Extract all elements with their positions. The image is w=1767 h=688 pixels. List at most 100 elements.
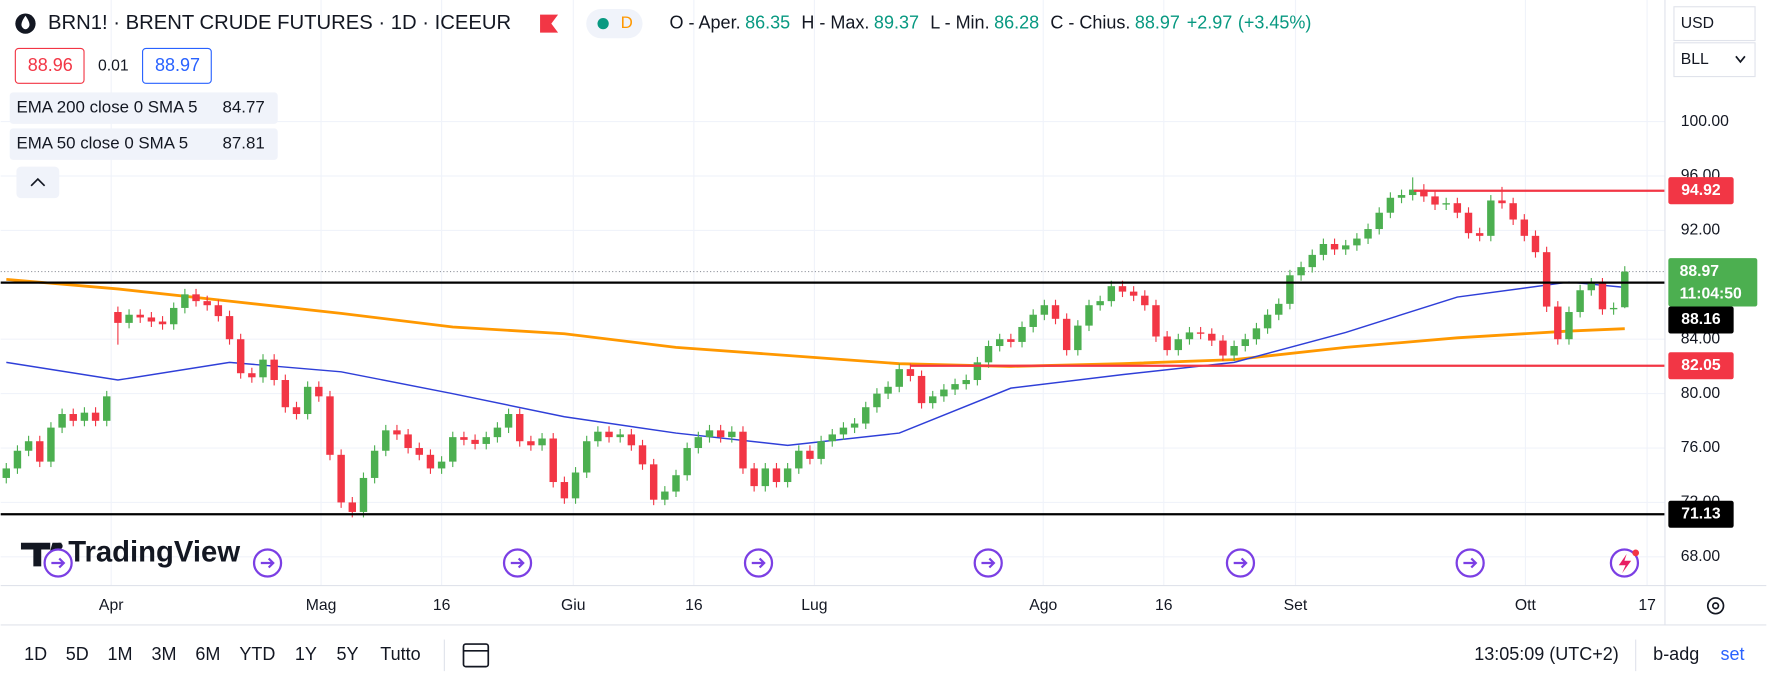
range-button[interactable]: YTD: [239, 644, 275, 664]
y-tick-label: 100.00: [1681, 113, 1729, 130]
candle-body: [917, 375, 926, 404]
range-button[interactable]: 1M: [108, 644, 133, 664]
indicator-row[interactable]: [9, 92, 278, 124]
session-toggle[interactable]: set: [1721, 644, 1745, 664]
candle-body: [1029, 314, 1037, 327]
calendar-icon[interactable]: [462, 643, 490, 668]
range-button[interactable]: 3M: [151, 644, 176, 664]
candle-body: [582, 441, 591, 473]
candle-body: [69, 414, 77, 421]
candle-body: [806, 450, 814, 459]
candle-body: [1587, 283, 1596, 291]
candle-body: [1297, 267, 1305, 276]
candle-body: [951, 384, 959, 390]
candle-body: [281, 380, 290, 408]
candle-body: [1453, 203, 1462, 213]
candle-body: [1241, 339, 1249, 347]
candle-body: [616, 434, 624, 438]
candle-body: [1174, 339, 1183, 351]
settings-icon[interactable]: [1706, 597, 1725, 615]
candle-body: [1196, 332, 1205, 334]
sell-button[interactable]: [14, 47, 85, 84]
candle-body: [2, 468, 10, 478]
ohlc-value: 86.35: [745, 12, 790, 32]
collapse-button[interactable]: [16, 166, 60, 199]
candle-body: [47, 427, 55, 462]
drop-icon: [21, 15, 30, 30]
countdown-label: 11:04:50: [1680, 285, 1742, 302]
range-button[interactable]: Tutto: [380, 644, 420, 664]
candle-body: [359, 477, 368, 512]
level-label: 88.16: [1681, 311, 1721, 328]
x-tick-label: 17: [1638, 597, 1656, 614]
range-button[interactable]: 5D: [66, 644, 89, 664]
candle-body: [460, 437, 468, 440]
indicator-value: 87.81: [223, 134, 265, 153]
range-button[interactable]: 6M: [195, 644, 220, 664]
range-button[interactable]: 5Y: [336, 644, 358, 664]
x-tick-label: 16: [1155, 597, 1173, 614]
candle-body: [962, 380, 970, 385]
candle-body: [649, 464, 658, 500]
candle-body: [1408, 189, 1417, 196]
candle-body: [1062, 318, 1071, 351]
candle-body: [91, 412, 100, 421]
settings-icon-core: [1711, 602, 1720, 610]
chevron-down: [1735, 55, 1746, 64]
candle-body: [761, 468, 770, 487]
y-tick-label: 84.00: [1681, 330, 1721, 347]
candle-body: [683, 448, 691, 476]
candle-body: [873, 393, 881, 408]
range-button[interactable]: 1Y: [295, 644, 317, 664]
candle-body: [1129, 291, 1138, 296]
candle-body: [1319, 244, 1328, 255]
ema-line: [6, 277, 1625, 368]
candle-body: [906, 369, 915, 376]
candle-body: [1252, 328, 1261, 340]
clock[interactable]: 13:05:09 (UTC+2): [1474, 644, 1619, 664]
candle-body: [1051, 305, 1060, 319]
level-label: 94.92: [1681, 182, 1721, 199]
level-label-box: [1668, 352, 1734, 380]
candle-body: [1542, 252, 1551, 307]
candle-body: [348, 502, 357, 512]
candle-body: [705, 430, 714, 438]
candle-body: [1263, 314, 1272, 329]
candle-body: [594, 431, 602, 442]
ui-layer: BRN1! · BRENT CRUDE FUTURES · 1D · ICEEU…: [9, 6, 1756, 672]
unit: BLL: [1681, 51, 1709, 68]
x-tick-label: Ago: [1029, 597, 1057, 614]
candle-body: [426, 454, 435, 469]
event-arrow: [981, 557, 996, 569]
y-tick-label: 80.00: [1681, 385, 1721, 402]
candle-body: [13, 450, 22, 469]
candle-body: [895, 369, 903, 387]
candle-body: [828, 434, 836, 442]
candle-body: [236, 339, 245, 374]
candle-body: [1007, 339, 1015, 342]
indicator-row[interactable]: [9, 128, 278, 160]
candle-body: [303, 386, 312, 415]
candle-body: [1286, 275, 1294, 304]
candle-body: [1353, 238, 1361, 246]
candle-body: [538, 438, 546, 446]
buy-button[interactable]: [142, 47, 212, 84]
candle-body: [1509, 203, 1517, 220]
range-button[interactable]: 1D: [24, 644, 47, 664]
indicator-name: EMA 200 close 0 SMA 5: [16, 98, 197, 117]
candle-body: [225, 316, 234, 340]
candle-body: [393, 430, 401, 435]
level-label-box: [1668, 177, 1734, 205]
candle-body: [516, 414, 524, 442]
candle-body: [850, 423, 859, 428]
candle-body: [1208, 333, 1216, 341]
candle-body: [415, 448, 423, 455]
flag-icon[interactable]: [540, 14, 559, 33]
status-badge[interactable]: [586, 9, 643, 39]
ohlc-label: L - Min.: [930, 12, 989, 32]
candle-body: [817, 441, 825, 459]
currency-select[interactable]: [1673, 6, 1756, 42]
adjust-toggle[interactable]: b-adg: [1653, 644, 1699, 664]
candle-body: [1152, 305, 1160, 337]
candle-body: [58, 414, 66, 428]
